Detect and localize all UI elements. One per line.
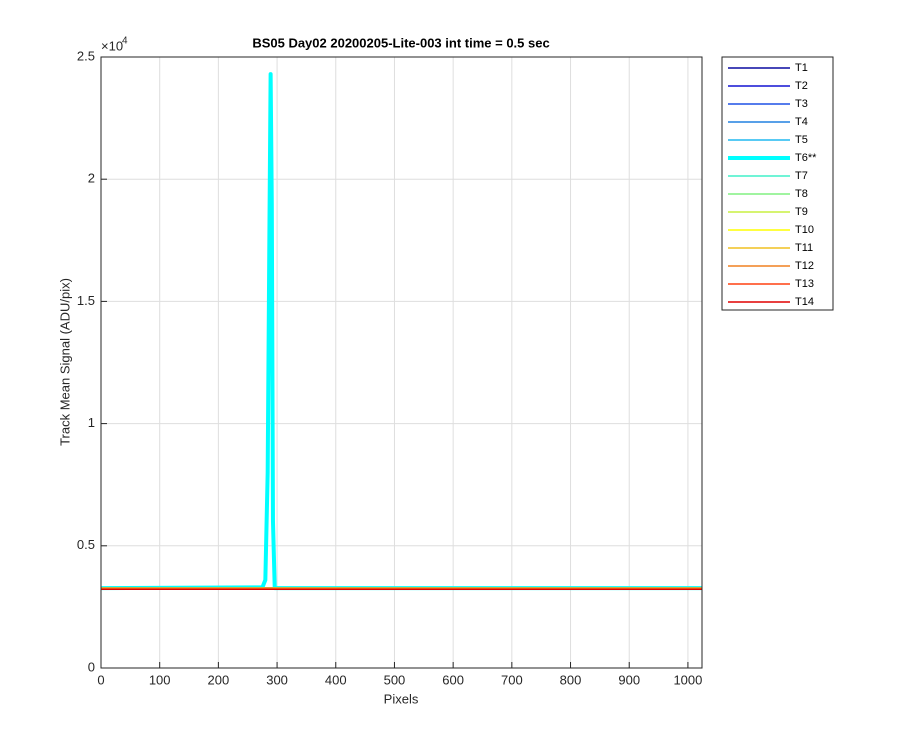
legend-label: T6** bbox=[795, 152, 817, 164]
y-tick-label: 2 bbox=[88, 171, 95, 186]
x-tick-label: 600 bbox=[442, 672, 464, 687]
legend-label: T8 bbox=[795, 188, 808, 200]
legend-label: T1 bbox=[795, 62, 808, 74]
x-tick-label: 100 bbox=[149, 672, 171, 687]
chart-title: BS05 Day02 20200205-Lite-003 int time = … bbox=[252, 35, 549, 50]
y-tick-label: 1 bbox=[88, 415, 95, 430]
y-tick-label: 0 bbox=[88, 659, 95, 674]
data-line bbox=[101, 72, 702, 591]
x-tick-label: 800 bbox=[560, 672, 582, 687]
legend-label: T9 bbox=[795, 206, 808, 218]
y-tick-label: 1.5 bbox=[77, 293, 95, 308]
legend-label: T11 bbox=[795, 242, 813, 254]
axes-box bbox=[100, 56, 703, 669]
y-tick-label: 0.5 bbox=[77, 537, 95, 552]
legend-label: T7 bbox=[795, 170, 808, 182]
x-tick-label: 1000 bbox=[673, 672, 702, 687]
legend-label: T3 bbox=[795, 98, 808, 110]
x-tick-label: 300 bbox=[266, 672, 288, 687]
y-axis-label: Track Mean Signal (ADU/pix) bbox=[57, 278, 72, 446]
y-exponent: 4 bbox=[122, 36, 128, 47]
x-tick-label: 500 bbox=[384, 672, 406, 687]
x-axis-label: Pixels bbox=[384, 691, 419, 706]
legend-label: T4 bbox=[795, 116, 808, 128]
x-tick-label: 900 bbox=[618, 672, 640, 687]
x-tick-label: 200 bbox=[208, 672, 230, 687]
y-exponent-base: ×10 bbox=[101, 38, 123, 53]
y-tick-label: 2.5 bbox=[77, 48, 95, 63]
x-tick-label: 400 bbox=[325, 672, 347, 687]
legend-label: T10 bbox=[795, 224, 814, 236]
legend-label: T13 bbox=[795, 278, 814, 290]
legend-box bbox=[721, 56, 834, 311]
legend-label: T14 bbox=[795, 296, 814, 308]
legend-label: T12 bbox=[795, 260, 814, 272]
x-tick-label: 0 bbox=[97, 672, 104, 687]
legend: T1 T2 T3 T4 T5 T6** T7 T8 T9 T10 T11 T12 T13 T14 bbox=[721, 56, 834, 311]
legend-label: T2 bbox=[795, 80, 808, 92]
x-tick-label: 700 bbox=[501, 672, 523, 687]
grid: 0 100 200 300 400 500 600 700 800 900 1000 0 0.5 1 1.5… bbox=[77, 48, 702, 687]
plot-area bbox=[101, 72, 702, 591]
legend-label: T5 bbox=[795, 134, 808, 146]
